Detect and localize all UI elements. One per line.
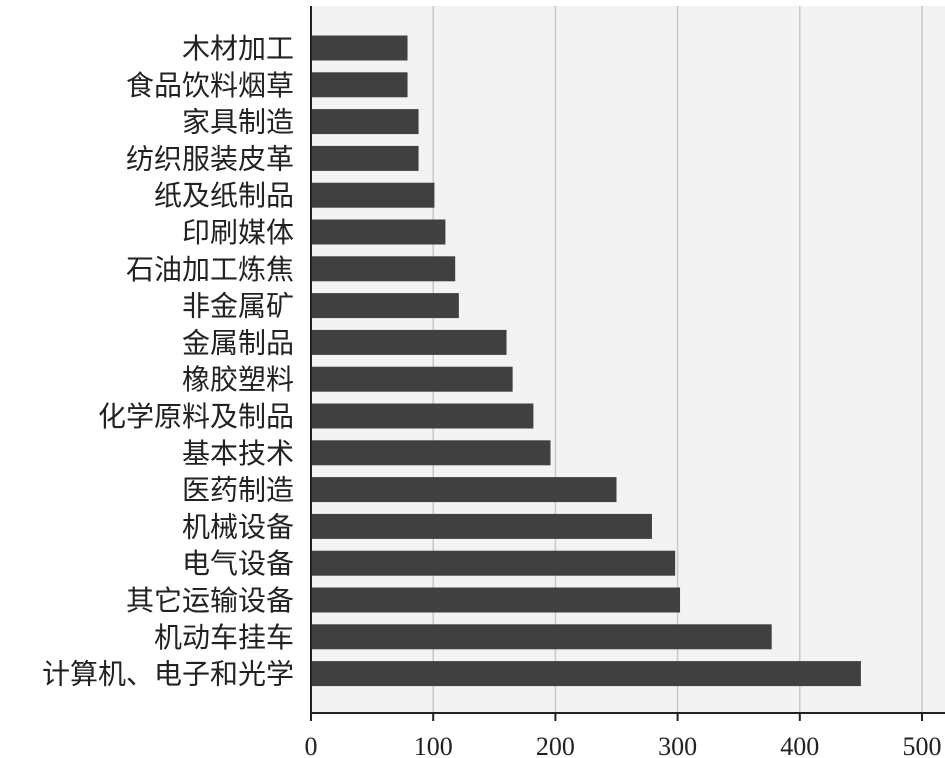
bar xyxy=(311,551,675,576)
category-label: 电气设备 xyxy=(182,547,294,580)
category-label: 橡胶塑料 xyxy=(182,363,294,396)
category-label: 印刷媒体 xyxy=(182,216,294,249)
x-tick-label: 100 xyxy=(414,732,453,758)
category-label: 基本技术 xyxy=(182,437,294,470)
category-label: 机械设备 xyxy=(182,510,294,543)
bar xyxy=(311,146,419,171)
x-axis-ticks: 0 100 200 300 400 500 xyxy=(305,713,942,758)
bar xyxy=(311,183,434,208)
bar xyxy=(311,256,455,281)
category-label: 纺织服装皮革 xyxy=(126,142,294,175)
bar xyxy=(311,404,533,429)
bar xyxy=(311,440,551,465)
category-label: 化学原料及制品 xyxy=(98,400,294,433)
category-label: 机动车挂车 xyxy=(154,621,294,654)
x-tick-label: 500 xyxy=(903,732,942,758)
category-label: 金属制品 xyxy=(182,326,294,359)
category-label: 计算机、电子和光学 xyxy=(42,658,294,691)
bar xyxy=(311,367,513,392)
bar xyxy=(311,514,652,539)
x-tick-label: 400 xyxy=(780,732,819,758)
bar xyxy=(311,293,459,318)
category-label: 家具制造 xyxy=(182,106,294,139)
bar xyxy=(311,109,419,134)
category-label: 医药制造 xyxy=(182,474,294,507)
category-label: 食品饮料烟草 xyxy=(126,69,294,102)
bar xyxy=(311,477,617,502)
category-label: 木材加工 xyxy=(182,32,294,65)
bar xyxy=(311,330,507,355)
bar xyxy=(311,220,445,245)
bar xyxy=(311,624,772,649)
category-label: 纸及纸制品 xyxy=(154,179,294,212)
category-label: 非金属矿 xyxy=(182,290,294,323)
bar xyxy=(311,661,861,686)
bar xyxy=(311,588,680,613)
bar xyxy=(311,36,408,61)
bar xyxy=(311,72,408,97)
category-labels: 木材加工食品饮料烟草家具制造纺织服装皮革纸及纸制品印刷媒体石油加工炼焦非金属矿金… xyxy=(42,32,294,691)
x-tick-label: 300 xyxy=(658,732,697,758)
category-label: 石油加工炼焦 xyxy=(126,253,294,286)
category-label: 其它运输设备 xyxy=(126,584,294,617)
x-tick-label: 200 xyxy=(536,732,575,758)
x-tick-label: 0 xyxy=(305,732,318,758)
